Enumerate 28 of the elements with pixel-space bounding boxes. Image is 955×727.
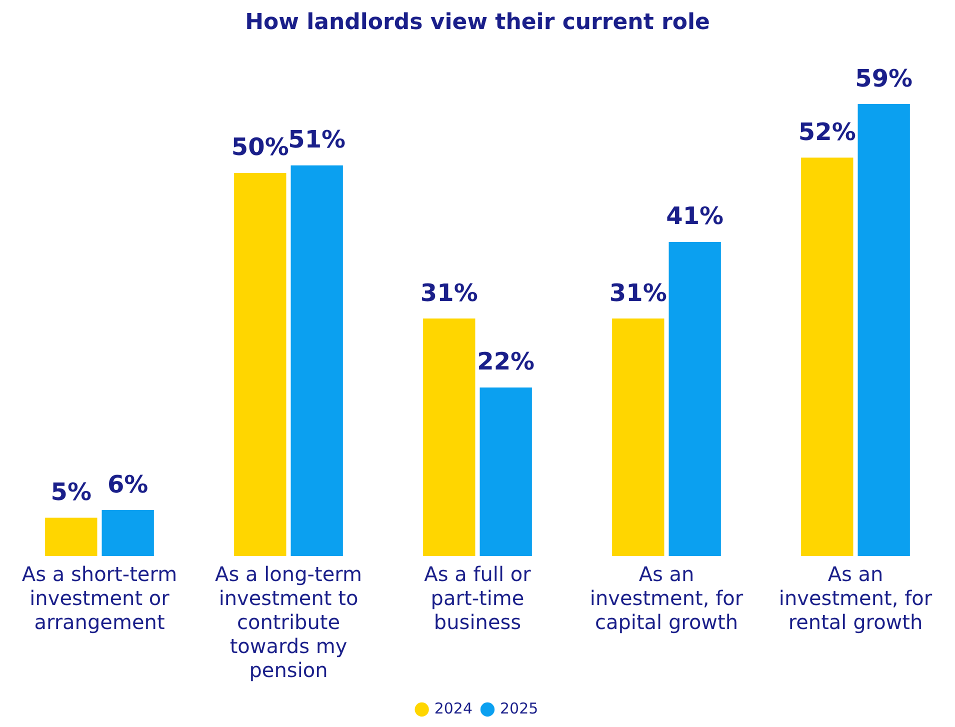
- bar: [45, 518, 98, 556]
- data-label: 31%: [420, 278, 478, 307]
- bar: [234, 173, 286, 556]
- data-label: 51%: [288, 126, 346, 154]
- data-label: 6%: [107, 470, 148, 498]
- x-tick-label: As a long-term investment to contribute towards my pension: [215, 562, 362, 682]
- data-label: 41%: [666, 202, 724, 230]
- data-label: 5%: [50, 478, 92, 506]
- bar: [858, 104, 910, 556]
- chart-title: How landlords view their current role: [245, 10, 710, 35]
- data-label: 59%: [855, 64, 913, 92]
- data-label: 22%: [477, 348, 535, 376]
- bar: [801, 158, 854, 556]
- data-label: 31%: [609, 278, 667, 307]
- x-tick-label: As an investment, for rental growth: [778, 562, 933, 634]
- legend-label: 2024: [434, 699, 473, 718]
- data-label: 50%: [231, 133, 289, 162]
- bar: [480, 387, 532, 556]
- legend-label: 2025: [500, 699, 538, 718]
- data-label: 52%: [798, 118, 856, 146]
- bar: [423, 318, 476, 556]
- bar: [102, 510, 154, 556]
- bar: [612, 318, 664, 556]
- x-tick-label: As a short-term investment or arrangement: [22, 562, 178, 634]
- bar: [668, 242, 721, 556]
- x-tick-label: As an investment, for capital growth: [590, 562, 744, 634]
- bar: [290, 165, 343, 556]
- x-tick-label: As a full or part-time business: [424, 562, 532, 634]
